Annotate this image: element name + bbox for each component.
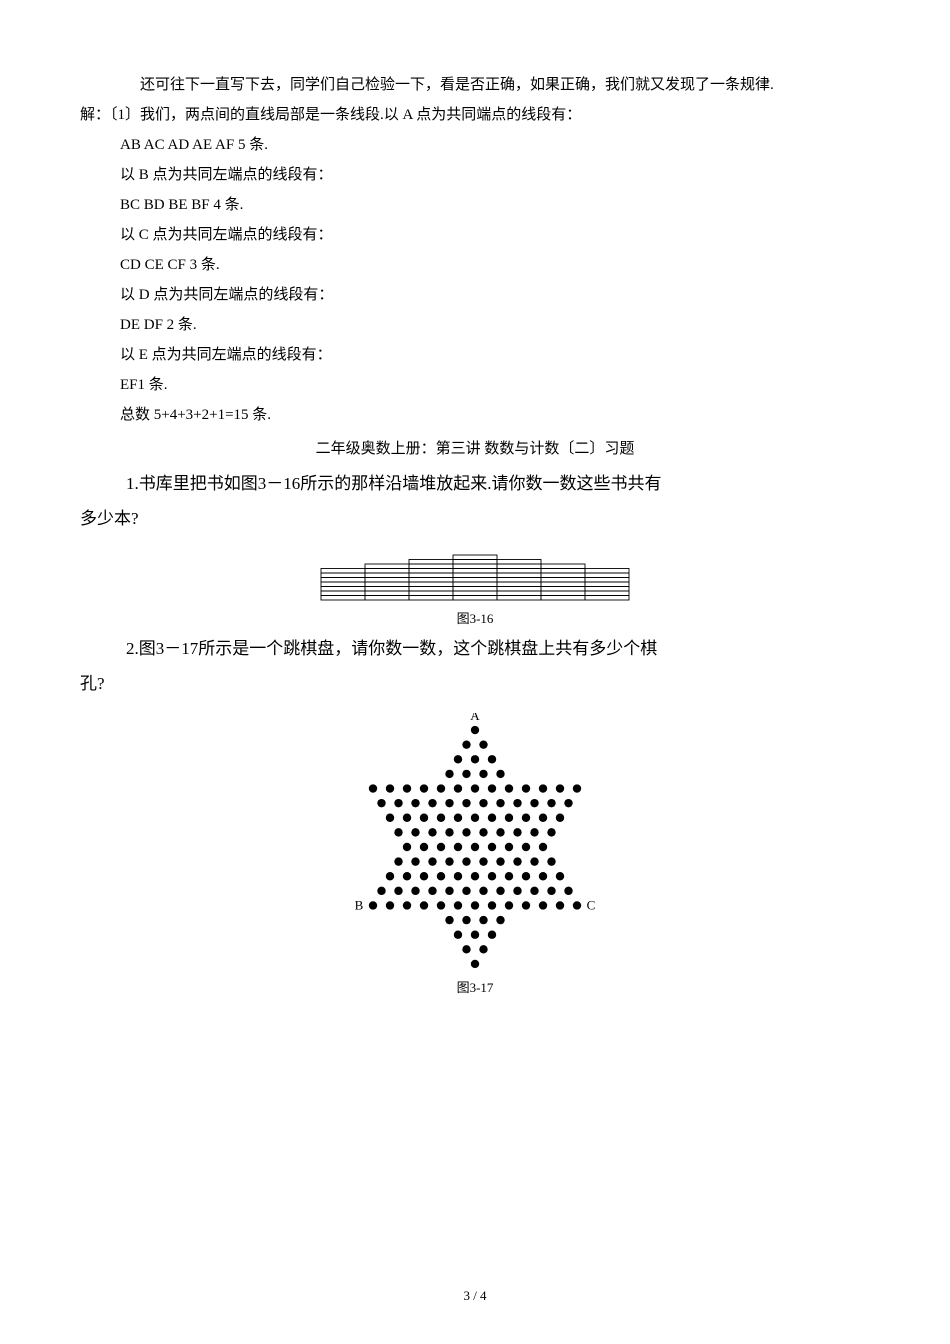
figure-1-caption: 图3-16 xyxy=(80,608,870,627)
text-line: BC BD BE BF 4 条. xyxy=(80,190,870,220)
question-2-line2: 孔? xyxy=(80,670,870,699)
question-2-line1: 2.图3－17所示是一个跳棋盘，请你数一数，这个跳棋盘上共有多少个棋 xyxy=(80,635,870,664)
text-line: EF1 条. xyxy=(80,370,870,400)
figure-books: 图3-16 xyxy=(80,548,870,627)
text-line: 解：〔1〕我们，两点间的直线局部是一条线段.以 A 点为共同端点的线段有： xyxy=(80,100,870,130)
text-line: AB AC AD AE AF 5 条. xyxy=(80,130,870,160)
question-1-line1: 1.书库里把书如图3－16所示的那样沿墙堆放起来.请你数一数这些书共有 xyxy=(80,470,870,499)
text-line: 以 C 点为共同左端点的线段有： xyxy=(80,220,870,250)
books-diagram xyxy=(320,548,630,604)
text-line: 还可往下一直写下去，同学们自己检验一下，看是否正确，如果正确，我们就又发现了一条… xyxy=(80,70,870,100)
text-line: 以 D 点为共同左端点的线段有： xyxy=(80,280,870,310)
figure-board: A B C 图3-17 xyxy=(80,713,870,996)
text-line: 以 B 点为共同左端点的线段有： xyxy=(80,160,870,190)
text-line: DE DF 2 条. xyxy=(80,310,870,340)
svg-text:B: B xyxy=(355,897,364,912)
page-number: 3 / 4 xyxy=(0,1288,950,1304)
svg-text:A: A xyxy=(470,713,480,723)
text-line: 总数 5+4+3+2+1=15 条. xyxy=(80,400,870,430)
figure-2-caption: 图3-17 xyxy=(80,977,870,996)
svg-text:C: C xyxy=(587,897,596,912)
text-line: 以 E 点为共同左端点的线段有： xyxy=(80,340,870,370)
section-title: 二年级奥数上册：第三讲 数数与计数〔二〕习题 xyxy=(80,434,870,464)
question-1-line2: 多少本? xyxy=(80,505,870,534)
chinese-checkers-board: A B C xyxy=(335,713,615,973)
text-line: CD CE CF 3 条. xyxy=(80,250,870,280)
